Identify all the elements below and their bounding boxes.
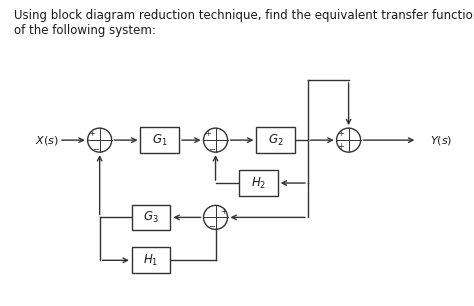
Bar [256,127,295,153]
Text: +: + [89,129,95,138]
Text: $X(s)$: $X(s)$ [35,134,59,147]
Text: +: + [337,129,344,138]
Text: $H_1$: $H_1$ [144,253,159,268]
Circle shape [337,128,361,152]
Text: −: − [92,145,99,154]
Text: +: + [337,142,344,151]
Bar [239,170,278,196]
Text: +: + [204,129,211,138]
Text: $G_1$: $G_1$ [152,132,167,148]
Text: $G_3$: $G_3$ [143,210,159,225]
Text: Using block diagram reduction technique, find the equivalent transfer function
o: Using block diagram reduction technique,… [14,9,474,37]
Text: +: + [220,207,227,216]
Bar [132,204,171,230]
Circle shape [203,205,228,230]
Circle shape [88,128,112,152]
Bar [132,248,171,273]
Circle shape [203,128,228,152]
Text: −: − [208,145,215,154]
Text: $G_2$: $G_2$ [268,132,283,148]
Text: $Y(s)$: $Y(s)$ [430,134,453,147]
Text: −: − [208,222,215,231]
Bar [140,127,179,153]
Text: $H_2$: $H_2$ [251,176,266,191]
